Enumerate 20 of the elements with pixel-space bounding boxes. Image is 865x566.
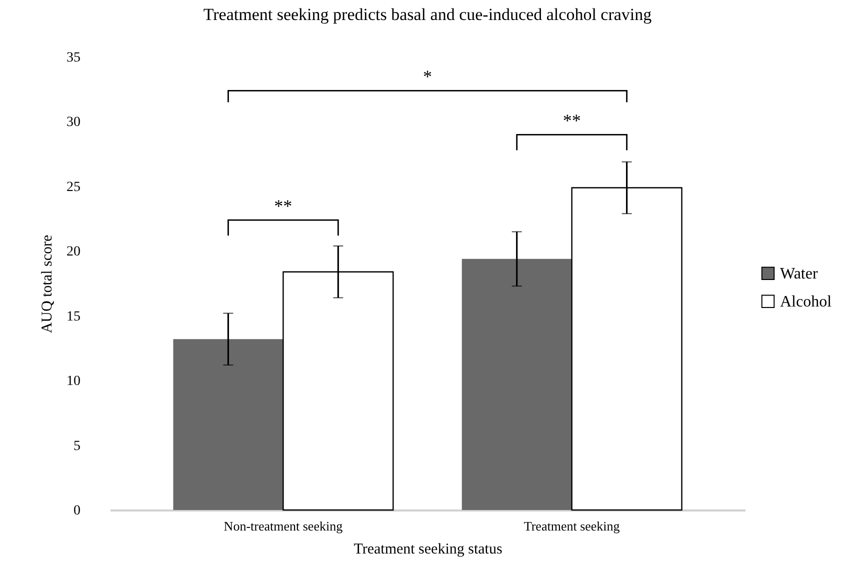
bar [173,339,284,510]
y-axis-title: AUQ total score [40,234,56,334]
annotation: * [423,66,432,87]
y-tick-label: 5 [74,438,80,454]
y-tick-label: 0 [74,504,80,518]
y-tick-label: 25 [66,180,80,195]
chart-title: Treatment seeking predicts basal and cue-induced alcohol craving [203,5,652,24]
x-tick-label: Treatment seeking [524,518,620,534]
y-tick-label: 35 [66,50,80,66]
x-tick-label: Non-treatment seeking [224,518,344,534]
y-tick-label: 30 [66,115,80,130]
x-axis-title: Treatment seeking status [354,542,502,558]
bar [462,258,572,510]
legend-label: Alcohol [780,293,832,310]
y-tick-label: 10 [66,374,80,390]
annotation: ** [274,196,292,216]
y-tick-label: 20 [66,244,80,260]
legend-label: Water [780,265,818,282]
y-tick-label: 15 [66,309,80,324]
annotation: ** [562,110,581,131]
